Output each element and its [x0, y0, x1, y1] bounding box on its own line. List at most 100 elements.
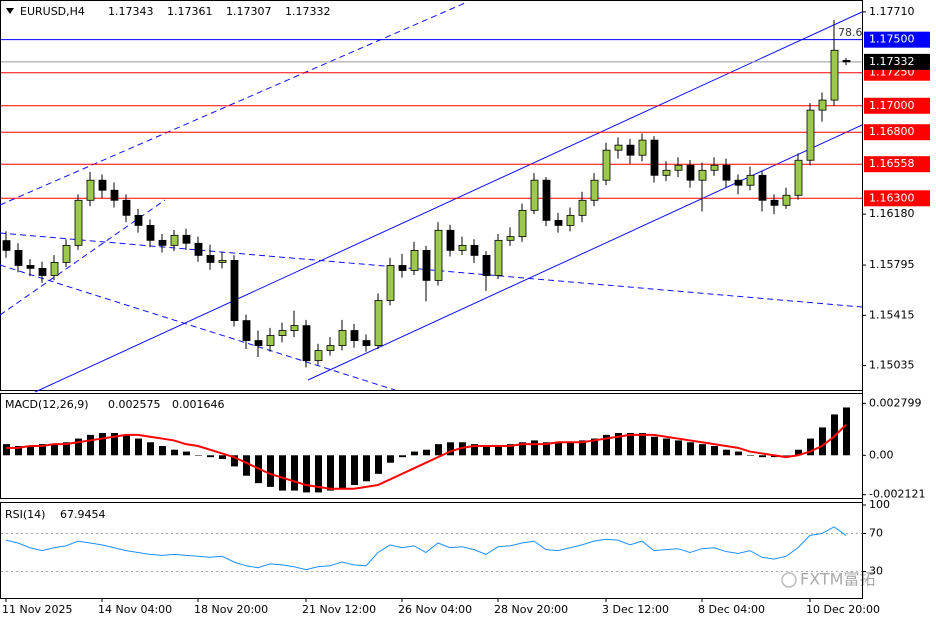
macd-bar — [75, 438, 82, 456]
macd-bar — [351, 455, 358, 485]
candle-body — [650, 139, 659, 176]
level-label-box — [864, 156, 930, 173]
macd-bar — [39, 444, 46, 456]
dashed-channel — [0, 264, 396, 391]
macd-bar — [483, 446, 490, 456]
macd-bar — [279, 455, 286, 491]
candle-body — [374, 300, 383, 346]
macd-bar — [603, 434, 610, 456]
macd-value: 0.002575 — [108, 398, 161, 411]
macd-bar — [399, 455, 406, 458]
candle-body — [338, 330, 347, 346]
y-tick-label: 30 — [869, 565, 883, 578]
candle-body — [326, 345, 335, 352]
candle-body — [554, 219, 563, 226]
macd-bar — [363, 455, 370, 482]
macd-bar — [447, 442, 454, 456]
candle-body — [470, 244, 479, 256]
macd-bar — [543, 442, 550, 456]
candle-body — [626, 144, 635, 156]
fib-label: 78.6 — [838, 26, 863, 39]
watermark-logo — [781, 572, 797, 588]
macd-bar — [387, 455, 394, 463]
x-tick-label: 10 Dec 20:00 — [806, 603, 880, 616]
candle-body — [566, 214, 575, 226]
macd-bar — [171, 449, 178, 456]
price-label: 1.17332 — [869, 55, 915, 68]
level-label: 1.16558 — [869, 157, 915, 170]
candle-body — [734, 179, 743, 186]
level-label-box — [864, 97, 930, 114]
macd-bar — [27, 446, 34, 456]
candle-body — [602, 149, 611, 181]
candle-body — [590, 179, 599, 201]
y-tick-label: 1.16180 — [869, 207, 915, 220]
x-tick-label: 18 Nov 20:00 — [194, 603, 268, 616]
candle-body — [410, 249, 419, 271]
candle-body — [722, 164, 731, 181]
candle-body — [362, 340, 371, 346]
macd-bar — [723, 449, 730, 456]
ohlc-low: 1.17307 — [226, 5, 272, 18]
candle-body — [62, 244, 71, 263]
macd-bar — [843, 407, 850, 456]
price-label-box — [864, 53, 930, 70]
macd-bar — [495, 446, 502, 456]
macd-bar — [471, 444, 478, 456]
x-tick-label: 3 Dec 12:00 — [602, 603, 669, 616]
macd-bar — [15, 446, 22, 456]
macd-bar — [111, 433, 118, 456]
rsi-title: RSI(14) — [5, 508, 45, 521]
level-label-box — [864, 190, 930, 207]
macd-bar — [783, 455, 790, 456]
candle-body — [542, 179, 551, 221]
level-label: 1.17500 — [869, 33, 915, 46]
y-tick-label: 70 — [869, 527, 883, 540]
candle-body — [266, 335, 275, 346]
x-tick-label: 28 Nov 20:00 — [494, 603, 568, 616]
macd-bar — [627, 433, 634, 456]
macd-bar — [231, 455, 238, 467]
candle-body — [146, 225, 155, 241]
candle-body — [494, 239, 503, 276]
macd-bar — [567, 442, 574, 456]
signal-line — [6, 424, 847, 490]
macd-bar — [375, 455, 382, 474]
macd-bar — [735, 451, 742, 456]
candle-body — [578, 199, 587, 216]
y-tick-label: 100 — [869, 498, 890, 511]
candle-body — [746, 174, 755, 186]
macd-bar — [219, 455, 226, 459]
macd-bar — [147, 442, 154, 456]
y-tick-label: -0.002121 — [869, 488, 925, 501]
macd-bar — [711, 446, 718, 456]
macd-bar — [699, 444, 706, 456]
candle-body — [386, 265, 395, 301]
candle-body — [230, 260, 239, 321]
macd-bar — [639, 433, 646, 456]
candle-body — [842, 60, 851, 63]
candle-body — [770, 199, 779, 206]
macd-bar — [615, 433, 622, 456]
candle-body — [14, 249, 23, 266]
candle-body — [158, 239, 167, 246]
macd-bar — [3, 444, 10, 456]
macd-bar — [759, 455, 766, 458]
level-label: 1.17000 — [869, 99, 915, 112]
ohlc-high: 1.17361 — [167, 5, 213, 18]
macd-bar — [519, 442, 526, 456]
signal-value: 0.001646 — [172, 398, 225, 411]
candle-body — [254, 340, 263, 346]
macd-bar — [87, 434, 94, 456]
macd-bar — [183, 451, 190, 456]
level-label-box — [864, 31, 930, 48]
candle-body — [482, 255, 491, 276]
macd-bar — [531, 440, 538, 456]
candle-body — [38, 267, 47, 276]
macd-bar — [123, 434, 130, 456]
macd-bar — [651, 436, 658, 456]
ohlc-close: 1.17332 — [285, 5, 331, 18]
macd-bar — [819, 427, 826, 456]
